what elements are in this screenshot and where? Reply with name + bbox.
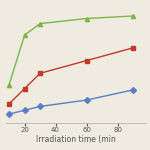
c (39, 23, 41, 24)
Line: c: c (7, 14, 135, 87)
c (8, 84, 10, 86)
a (24, 109, 26, 111)
a (132, 89, 134, 91)
a (39, 106, 41, 107)
c (132, 15, 134, 17)
c (24, 34, 26, 36)
a (8, 113, 10, 115)
b (24, 88, 26, 90)
b (132, 47, 134, 49)
Line: a: a (7, 88, 135, 116)
Line: b: b (7, 46, 135, 106)
b (86, 60, 87, 61)
c (86, 18, 87, 19)
X-axis label: Irradiation time (min: Irradiation time (min (36, 135, 116, 144)
b (8, 103, 10, 105)
b (39, 72, 41, 74)
a (86, 99, 87, 101)
